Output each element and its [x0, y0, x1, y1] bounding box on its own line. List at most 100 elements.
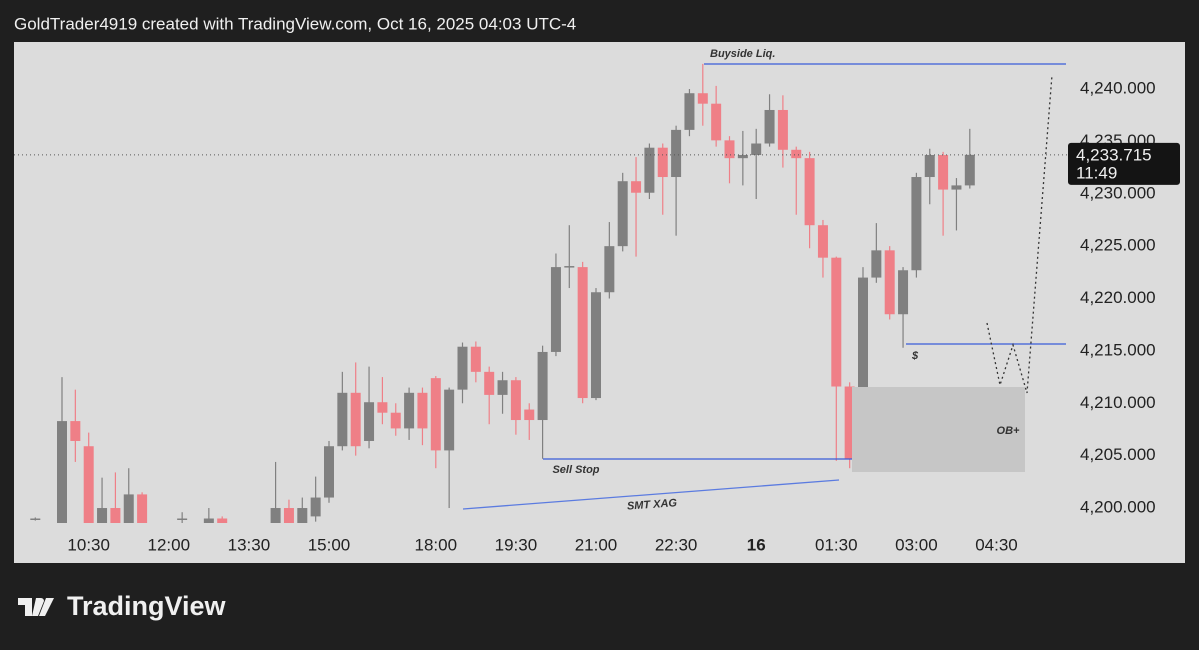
candle-body — [83, 446, 94, 523]
candle-body — [697, 93, 708, 104]
axes: 10:30 12:00 13:30 15:00 18:00 19:30 21:00 22:30… — [14, 79, 1180, 554]
candle-body — [671, 129, 682, 178]
candles — [30, 63, 975, 523]
candle-body — [377, 402, 388, 413]
candle-body — [390, 412, 401, 429]
candle-body — [617, 181, 628, 247]
candle-body — [631, 181, 642, 193]
annotation: SMT XAG — [627, 497, 678, 512]
candle-body — [924, 155, 935, 178]
candle-body — [564, 266, 575, 268]
candle-body — [884, 250, 895, 315]
candle-body — [938, 155, 949, 190]
candle-body — [764, 109, 775, 144]
candle-body — [711, 103, 722, 141]
x-tick-label: 03:00 — [895, 535, 938, 554]
candle-body — [497, 380, 508, 395]
candle-body — [177, 518, 188, 520]
candle-body — [484, 371, 495, 395]
candle-body — [684, 93, 695, 130]
candle-body — [217, 518, 228, 523]
candle-body — [591, 292, 601, 399]
order-block — [852, 387, 1025, 472]
candle-body — [550, 267, 561, 352]
y-tick-label: 4,240.000 — [1080, 79, 1156, 98]
candle-body — [30, 518, 41, 520]
y-tick-label: 4,220.000 — [1080, 288, 1156, 307]
current-price-label: 4,233.715 — [1076, 145, 1152, 164]
candle-body — [110, 508, 121, 523]
header: GoldTrader4919 created with TradingView.… — [14, 14, 576, 33]
candle-body — [791, 149, 802, 159]
candle-body — [297, 508, 308, 523]
candle-body — [137, 494, 148, 523]
annotation: OB+ — [997, 425, 1021, 437]
y-tick-label: 4,205.000 — [1080, 445, 1156, 464]
x-tick-label: 16 — [747, 535, 766, 554]
candle-body — [404, 392, 415, 429]
candle-body — [577, 267, 588, 399]
candle-body — [831, 257, 842, 387]
y-tick-label: 4,200.000 — [1080, 498, 1156, 517]
candle-body — [911, 177, 922, 271]
candle-body — [804, 158, 815, 226]
candle-body — [537, 351, 548, 421]
x-tick-label: 21:00 — [575, 535, 618, 554]
candle-body — [203, 518, 214, 523]
candle-body — [283, 508, 294, 523]
price-badge — [1068, 142, 1180, 185]
x-tick-label: 10:30 — [67, 535, 110, 554]
candle-body — [724, 140, 735, 159]
candle-body — [858, 277, 868, 459]
logo-mark — [18, 598, 54, 616]
candle-body — [364, 402, 375, 441]
annotation: Buyside Liq. — [710, 48, 775, 60]
y-tick-label: 4,230.000 — [1080, 183, 1156, 202]
candle-body — [844, 386, 855, 459]
countdown: 11:49 — [1076, 163, 1117, 182]
candle-body — [324, 446, 334, 498]
candle-body — [430, 378, 441, 451]
x-tick-label: 18:00 — [415, 535, 458, 554]
candle-body — [457, 346, 468, 390]
smt-line — [462, 479, 840, 510]
candle-body — [444, 389, 455, 451]
annotation: $ — [911, 350, 919, 362]
y-tick-label: 4,215.000 — [1080, 340, 1156, 359]
candle-body — [951, 185, 962, 190]
candle-body — [350, 392, 361, 447]
candle-body — [524, 409, 535, 421]
candle-body — [310, 497, 321, 517]
candle-body — [777, 109, 788, 150]
x-tick-label: 04:30 — [975, 535, 1018, 554]
candle-body — [510, 380, 521, 421]
candle-body — [898, 270, 909, 315]
brand: TradingView — [67, 591, 227, 621]
candle-body — [817, 225, 828, 258]
candle-body — [604, 246, 615, 293]
x-tick-label: 13:30 — [228, 535, 271, 554]
candle-body — [97, 508, 108, 523]
candle-body — [644, 147, 655, 193]
footer: TradingView — [18, 591, 227, 621]
candle-body — [70, 421, 81, 441]
x-tick-label: 22:30 — [655, 535, 698, 554]
x-tick-label: 01:30 — [815, 535, 858, 554]
x-tick-label: 15:00 — [308, 535, 351, 554]
annotation: Sell Stop — [552, 464, 599, 476]
projection-path — [986, 74, 1053, 394]
candle-body — [871, 250, 882, 278]
candle-body — [337, 392, 348, 447]
x-tick-label: 19:30 — [495, 535, 538, 554]
x-tick-label: 12:00 — [148, 535, 191, 554]
candle-body — [751, 143, 762, 156]
y-tick-label: 4,210.000 — [1080, 393, 1156, 412]
candle-body — [964, 154, 975, 186]
candle-body — [737, 155, 748, 159]
candle-body — [417, 392, 428, 429]
candle-body — [470, 346, 481, 372]
candle-body — [57, 421, 67, 523]
candle-body — [657, 147, 668, 178]
